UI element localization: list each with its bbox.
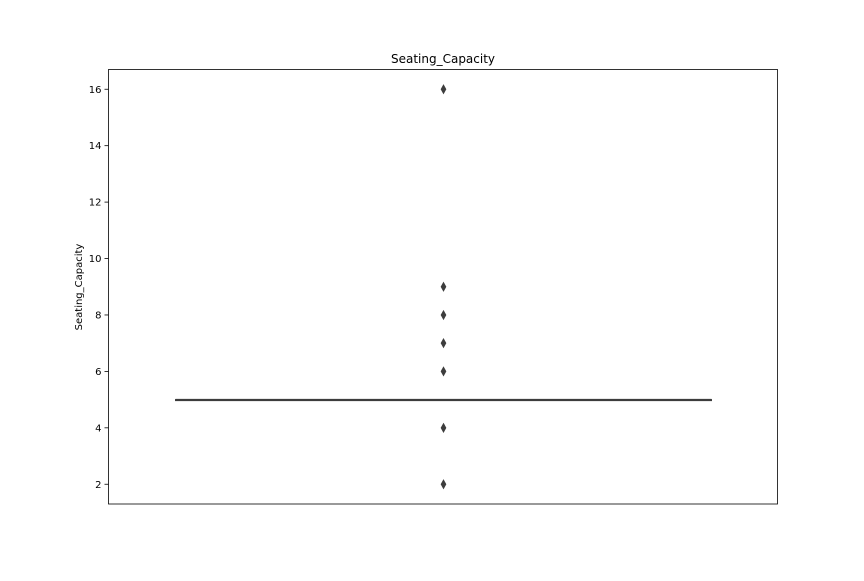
y-tick-label: 16 bbox=[89, 85, 102, 96]
outlier-point bbox=[440, 338, 447, 349]
outlier-point bbox=[440, 366, 447, 377]
y-tick-label: 12 bbox=[89, 198, 102, 209]
outlier-point bbox=[440, 84, 447, 95]
outlier-group bbox=[440, 84, 447, 490]
outlier-point bbox=[440, 422, 447, 433]
chart-title: Seating_Capacity bbox=[391, 52, 495, 66]
y-axis-ticks: 2 4 6 8 10 12 14 16 bbox=[89, 85, 109, 491]
y-tick-label: 10 bbox=[89, 254, 102, 265]
y-axis-label: Seating_Capacity bbox=[74, 244, 85, 331]
y-tick-label: 8 bbox=[95, 310, 101, 321]
outlier-point bbox=[440, 479, 447, 490]
y-tick-label: 2 bbox=[95, 480, 101, 491]
outlier-point bbox=[440, 309, 447, 321]
box-group bbox=[175, 398, 712, 402]
y-tick-label: 6 bbox=[95, 367, 101, 378]
plot-area-frame bbox=[108, 69, 778, 505]
y-tick-label: 14 bbox=[89, 141, 102, 152]
outlier-point bbox=[440, 281, 447, 292]
y-tick-label: 4 bbox=[95, 423, 101, 434]
